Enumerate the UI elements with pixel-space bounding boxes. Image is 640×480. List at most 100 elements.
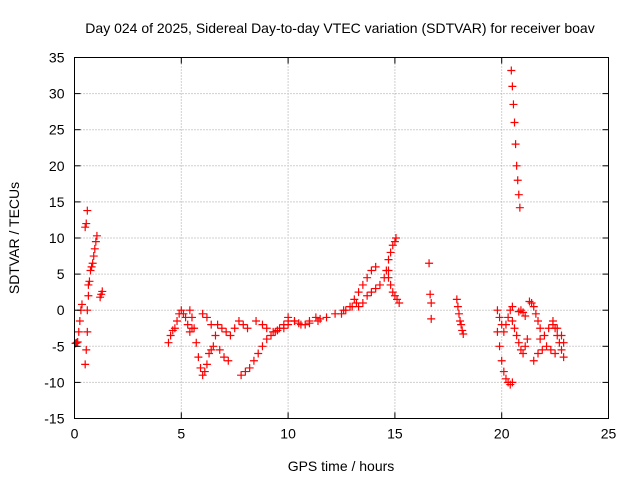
data-point [72, 338, 81, 347]
data-point [551, 324, 560, 333]
y-tick-label: 30 [49, 86, 65, 102]
data-point [508, 378, 517, 387]
data-point [551, 349, 560, 358]
y-tick-label: 5 [57, 266, 65, 282]
data-point [88, 259, 97, 268]
y-tick-label: -10 [44, 374, 64, 390]
data-point [245, 363, 254, 372]
data-point [391, 234, 400, 242]
data-point [504, 313, 513, 322]
data-point [284, 313, 293, 322]
data-point [512, 331, 521, 340]
data-point [258, 320, 267, 329]
data-point [262, 335, 271, 344]
data-point [73, 337, 82, 346]
x-tick-label: 15 [387, 426, 403, 442]
data-point [508, 302, 517, 311]
data-point [493, 306, 502, 315]
data-point [384, 255, 393, 264]
data-point [187, 313, 196, 322]
data-point [213, 320, 222, 329]
data-point [521, 342, 530, 351]
data-point [546, 345, 555, 354]
data-point [89, 252, 98, 261]
data-point [495, 342, 504, 351]
data-point [75, 317, 84, 326]
data-point [555, 338, 564, 347]
data-point [230, 324, 239, 333]
data-point [514, 190, 523, 199]
data-point [81, 223, 90, 232]
x-tick-label: 10 [280, 426, 296, 442]
data-point [202, 313, 211, 322]
data-point [173, 317, 182, 326]
chart-title: Day 024 of 2025, Sidereal Day-to-day VTE… [85, 20, 594, 36]
data-point [249, 356, 258, 365]
data-point [82, 219, 91, 228]
data-point [363, 273, 372, 282]
data-point [534, 317, 543, 326]
data-point [82, 345, 91, 354]
data-point [87, 262, 96, 271]
data-point [284, 320, 293, 329]
data-point [499, 367, 508, 376]
data-point [427, 298, 436, 307]
data-point [358, 280, 367, 289]
data-point [358, 298, 367, 307]
data-point [83, 327, 92, 336]
data-point [322, 313, 331, 322]
data-point [454, 309, 463, 318]
data-point [224, 356, 233, 365]
data-point [499, 327, 508, 336]
data-point [341, 306, 350, 315]
data-point [529, 302, 538, 311]
data-point [367, 266, 376, 275]
data-point [542, 342, 551, 351]
data-point [84, 291, 93, 300]
data-point [519, 349, 528, 358]
data-point [290, 317, 299, 326]
data-point [458, 326, 467, 335]
y-axis-label: SDTVAR / TECUs [6, 182, 22, 294]
data-point [495, 313, 504, 322]
data-point [538, 345, 547, 354]
data-point [382, 266, 391, 275]
data-point [453, 302, 462, 311]
data-point [521, 311, 530, 320]
data-point [239, 320, 248, 329]
data-point [427, 314, 436, 323]
x-axis-label: GPS time / hours [288, 458, 395, 474]
data-point [426, 290, 435, 299]
data-point [395, 298, 404, 307]
data-point [217, 324, 226, 333]
data-point [185, 306, 194, 315]
data-point [512, 161, 521, 170]
data-point [90, 244, 99, 253]
data-point [166, 331, 175, 340]
data-point [211, 331, 220, 340]
y-tick-label: 20 [49, 158, 65, 174]
data-point [507, 66, 516, 75]
data-point [510, 118, 519, 127]
data-point [510, 324, 519, 333]
y-tick-label: 10 [49, 230, 65, 246]
data-point [384, 273, 393, 282]
data-point [83, 206, 92, 215]
data-point [508, 317, 517, 326]
data-point [296, 320, 305, 329]
data-point [83, 306, 92, 315]
data-point [497, 356, 506, 365]
data-point [514, 338, 523, 347]
x-axis-ticks: 0 5 10 15 20 25 [71, 57, 616, 442]
data-point [367, 288, 376, 297]
data-point [508, 82, 517, 91]
data-point [74, 327, 83, 336]
y-tick-label: -5 [52, 338, 65, 354]
data-point [354, 288, 363, 297]
data-point [531, 309, 540, 318]
data-point [222, 327, 231, 336]
data-point [81, 360, 90, 369]
y-tick-label: 15 [49, 194, 65, 210]
data-point [337, 309, 346, 318]
